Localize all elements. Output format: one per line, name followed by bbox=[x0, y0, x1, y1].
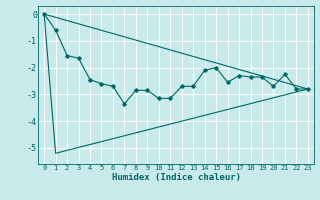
X-axis label: Humidex (Indice chaleur): Humidex (Indice chaleur) bbox=[111, 173, 241, 182]
